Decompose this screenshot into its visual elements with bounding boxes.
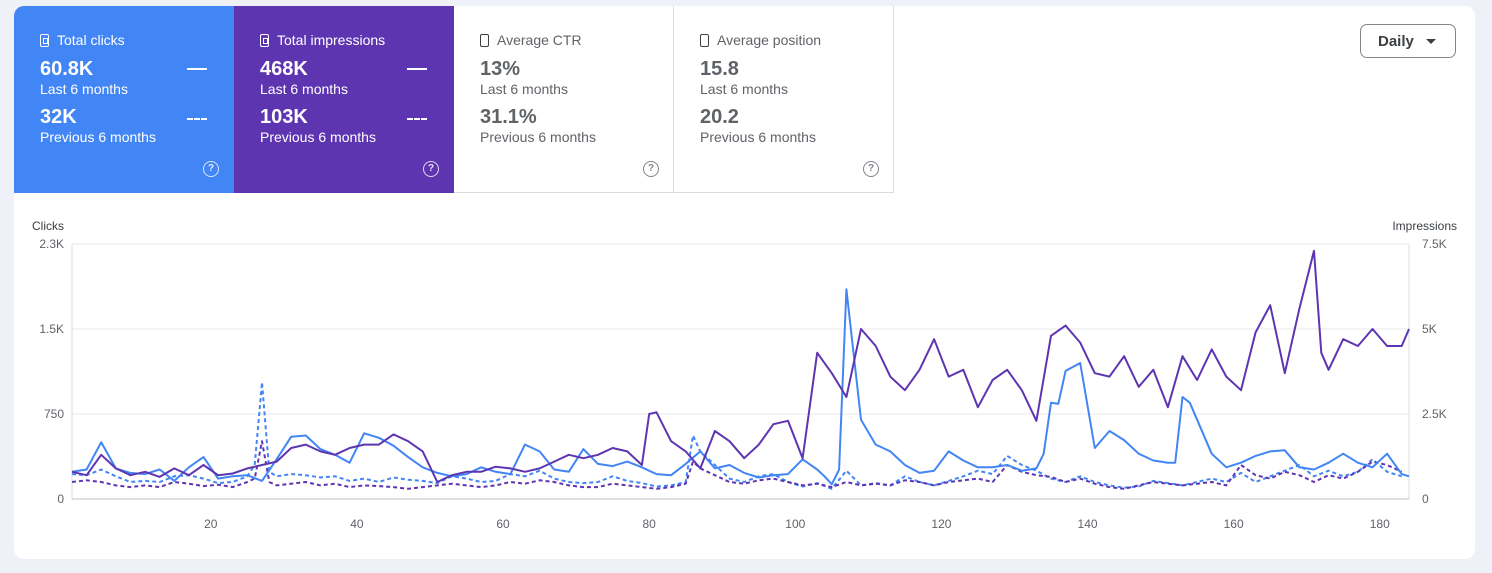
- current-period: Last 6 months: [260, 81, 348, 97]
- previous-value: 103K: [260, 106, 308, 128]
- x-tick-label: 40: [350, 517, 364, 531]
- left-tick-label: 2.3K: [39, 237, 64, 251]
- right-tick-label: 0: [1422, 492, 1429, 506]
- average-ctr-card[interactable]: Average CTR 13% Last 6 months 31.1% Prev…: [454, 6, 674, 193]
- metric-cards: Total clicks 60.8K Last 6 months 32K Pre…: [14, 6, 894, 193]
- help-icon[interactable]: ?: [643, 161, 659, 177]
- checkbox-checked-icon[interactable]: [260, 33, 269, 47]
- right-axis-title: Impressions: [1392, 219, 1457, 233]
- current-period: Last 6 months: [40, 81, 128, 97]
- clicks-current-series-line: [71, 288, 1410, 486]
- left-axis-title: Clicks: [32, 219, 64, 233]
- previous-period: Previous 6 months: [480, 129, 596, 145]
- card-title: Total impressions: [277, 32, 386, 48]
- card-header: Total clicks: [40, 30, 234, 50]
- help-icon[interactable]: ?: [423, 161, 439, 177]
- clicks-previous-series-line: [71, 381, 1402, 490]
- previous-period: Previous 6 months: [40, 129, 156, 145]
- previous-value: 32K: [40, 106, 77, 128]
- checkbox-unchecked-icon[interactable]: [700, 33, 709, 47]
- x-tick-label: 80: [642, 517, 656, 531]
- left-tick-label: 0: [57, 492, 64, 506]
- left-tick-label: 750: [44, 407, 64, 421]
- right-tick-label: 2.5K: [1422, 407, 1447, 421]
- granularity-dropdown[interactable]: Daily: [1360, 24, 1456, 58]
- current-period: Last 6 months: [480, 81, 568, 97]
- left-tick-label: 1.5K: [39, 322, 64, 336]
- checkbox-checked-icon[interactable]: [40, 33, 49, 47]
- checkbox-unchecked-icon[interactable]: [480, 33, 489, 47]
- current-value: 13%: [480, 58, 521, 80]
- caret-down-icon: [1426, 39, 1436, 44]
- help-icon[interactable]: ?: [863, 161, 879, 177]
- impressions-previous-series-line: [71, 440, 1403, 490]
- previous-value: 31.1%: [480, 106, 537, 128]
- right-tick-label: 5K: [1422, 322, 1437, 336]
- dashed-line-legend-icon: [407, 118, 427, 120]
- x-tick-label: 180: [1370, 517, 1390, 531]
- previous-period: Previous 6 months: [700, 129, 816, 145]
- x-tick-label: 60: [496, 517, 510, 531]
- current-value: 468K: [260, 58, 308, 80]
- x-tick-label: 140: [1078, 517, 1098, 531]
- help-icon[interactable]: ?: [203, 161, 219, 177]
- performance-line-chart: 0 750 1.5K 2.3K 0 2.5K 5K 7.5K Clicks Impressions…: [32, 219, 1457, 531]
- card-title: Total clicks: [57, 32, 125, 48]
- card-header: Total impressions: [260, 30, 454, 50]
- granularity-value: Daily: [1378, 32, 1414, 50]
- x-tick-label: 100: [785, 517, 805, 531]
- current-value: 15.8: [700, 58, 739, 80]
- right-tick-label: 7.5K: [1422, 237, 1447, 251]
- total-clicks-card[interactable]: Total clicks 60.8K Last 6 months 32K Pre…: [14, 6, 234, 193]
- average-position-card[interactable]: Average position 15.8 Last 6 months 20.2…: [674, 6, 894, 193]
- card-title: Average position: [717, 32, 822, 48]
- card-header: Average CTR: [480, 30, 673, 50]
- card-header: Average position: [700, 30, 893, 50]
- performance-panel: Total clicks 60.8K Last 6 months 32K Pre…: [14, 6, 1475, 559]
- impressions-current-series-line: [71, 249, 1410, 483]
- card-title: Average CTR: [497, 32, 582, 48]
- previous-value: 20.2: [700, 106, 739, 128]
- solid-line-legend-icon: [187, 68, 207, 70]
- x-tick-label: 120: [931, 517, 951, 531]
- x-tick-label: 160: [1224, 517, 1244, 531]
- total-impressions-card[interactable]: Total impressions 468K Last 6 months 103…: [234, 6, 454, 193]
- dashed-line-legend-icon: [187, 118, 207, 120]
- current-period: Last 6 months: [700, 81, 788, 97]
- solid-line-legend-icon: [407, 68, 427, 70]
- x-tick-label: 20: [204, 517, 218, 531]
- current-value: 60.8K: [40, 58, 94, 80]
- previous-period: Previous 6 months: [260, 129, 376, 145]
